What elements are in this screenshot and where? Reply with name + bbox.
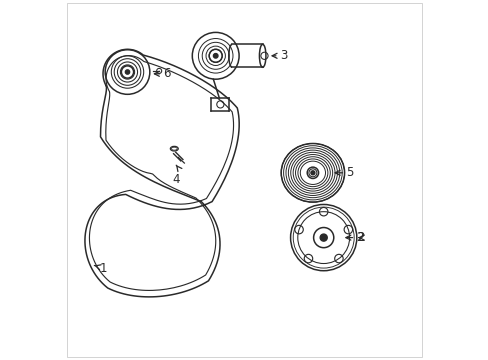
Text: 3: 3 [279, 49, 286, 62]
Text: 1: 1 [94, 262, 107, 275]
Circle shape [213, 54, 218, 58]
Text: 6: 6 [163, 67, 171, 80]
Circle shape [310, 171, 314, 175]
Circle shape [320, 234, 326, 241]
Circle shape [125, 70, 129, 74]
Text: 2: 2 [355, 231, 364, 244]
Text: 5: 5 [346, 166, 353, 179]
Text: 4: 4 [172, 173, 180, 186]
Ellipse shape [170, 146, 178, 151]
Text: 2: 2 [356, 231, 364, 244]
